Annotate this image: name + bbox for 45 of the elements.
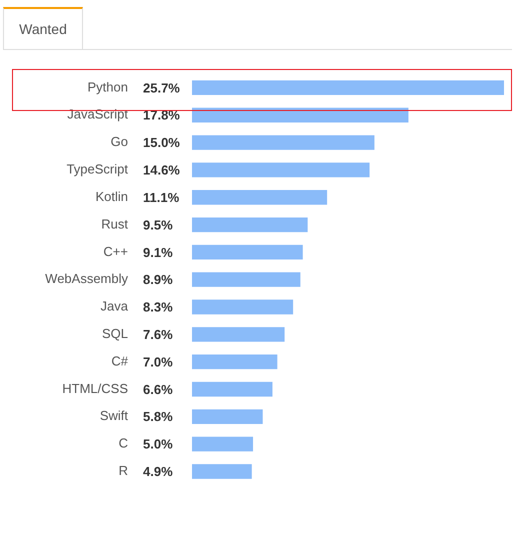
y-tick-label: C	[118, 436, 128, 451]
data-label: 5.8%	[143, 409, 174, 424]
data-label: 4.9%	[143, 464, 174, 480]
data-label: 9.1%	[143, 244, 174, 260]
bar	[192, 190, 328, 205]
y-tick-label: Rust	[101, 216, 128, 232]
bar	[192, 382, 272, 397]
y-tick-label: JavaScript	[67, 106, 128, 122]
bar	[192, 108, 408, 122]
data-label: 8.9%	[143, 272, 174, 288]
data-label: 9.5%	[143, 217, 174, 232]
y-tick-label: Java	[100, 298, 129, 314]
y-tick-label: Go	[110, 134, 128, 150]
data-label: 7.6%	[143, 327, 174, 342]
y-tick-label: HTML/CSS	[62, 380, 128, 396]
data-label: 6.6%	[143, 382, 174, 397]
y-tick-label: Kotlin	[95, 188, 128, 204]
data-label: 25.7%	[143, 80, 180, 96]
bar	[192, 464, 252, 479]
y-tick-label: Swift	[100, 408, 128, 424]
bar	[192, 354, 278, 370]
bar	[192, 80, 504, 96]
y-tick-label: C++	[103, 244, 128, 259]
data-label: 5.0%	[143, 436, 174, 452]
bar	[192, 162, 370, 178]
bar	[192, 272, 300, 287]
bar	[192, 436, 254, 452]
data-label: 11.1%	[143, 190, 180, 205]
bar	[192, 135, 374, 150]
y-tick-label: R	[118, 463, 128, 478]
y-tick-label: SQL	[102, 326, 128, 342]
bar	[192, 409, 263, 424]
data-label: 7.0%	[143, 354, 174, 370]
bar	[192, 244, 303, 260]
y-tick-label: WebAssembly	[45, 271, 128, 286]
tab[interactable]: Wanted	[3, 7, 83, 49]
bar	[192, 217, 308, 232]
bar	[192, 327, 285, 342]
y-tick-label: Python	[88, 79, 128, 94]
data-label: 15.0%	[143, 135, 180, 150]
y-tick-label: C#	[111, 353, 129, 368]
data-label: 8.3%	[143, 300, 174, 315]
bar	[192, 300, 294, 314]
y-tick-label: TypeScript	[66, 162, 128, 177]
data-label: 14.6%	[143, 162, 180, 178]
